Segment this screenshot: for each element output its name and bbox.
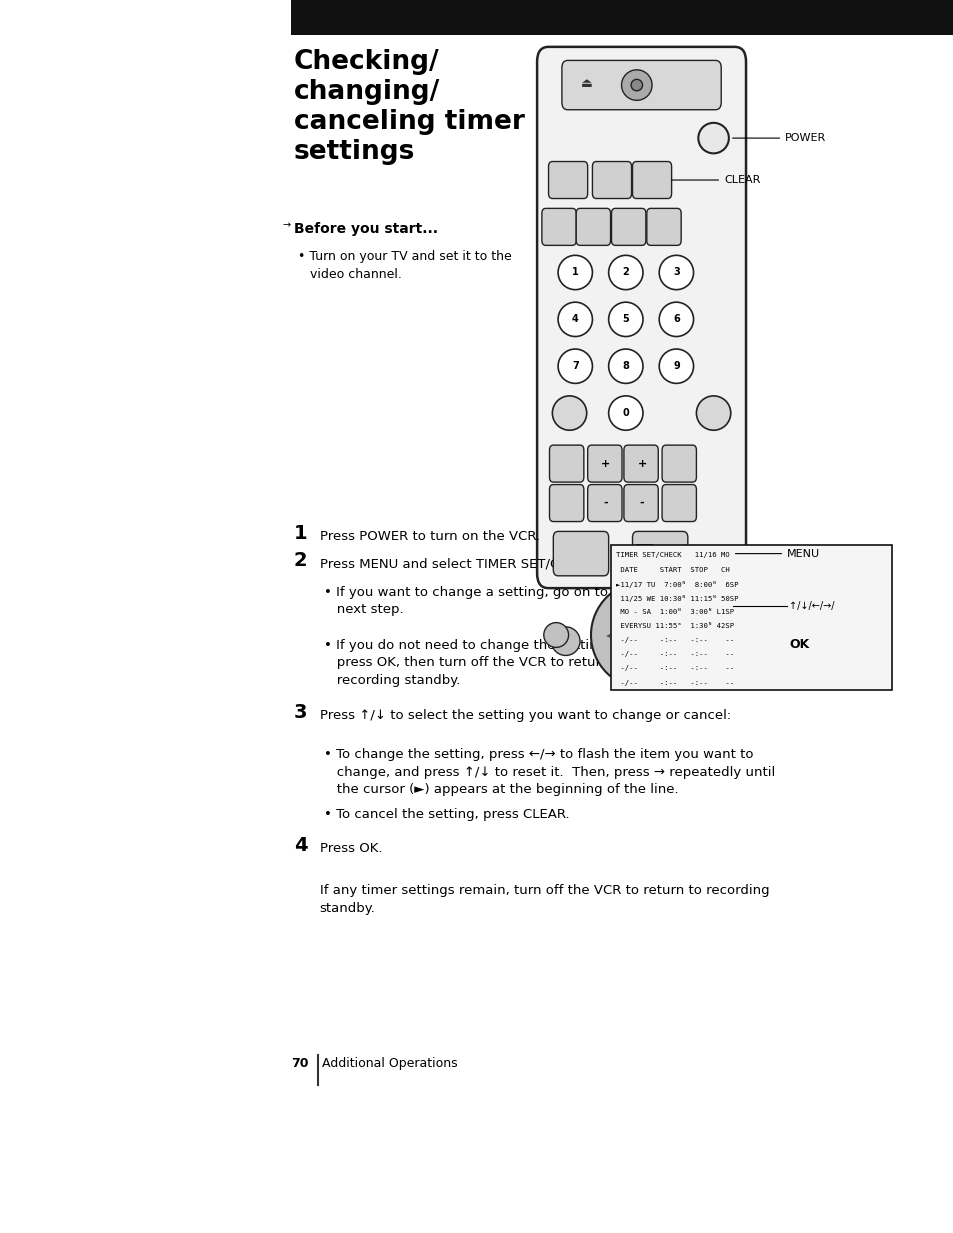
Ellipse shape — [558, 255, 592, 290]
Text: -/--     -:--   -:--    --: -/-- -:-- -:-- -- — [616, 679, 734, 686]
Text: 7: 7 — [571, 361, 578, 371]
FancyBboxPatch shape — [561, 60, 720, 110]
Text: II: II — [615, 588, 619, 597]
Text: +: + — [637, 459, 646, 469]
FancyBboxPatch shape — [587, 485, 621, 522]
Text: DATE     START  STOP   CH: DATE START STOP CH — [616, 566, 729, 572]
Text: Press OK.: Press OK. — [319, 842, 382, 856]
Text: Press MENU and select TIMER SET/CHECK:: Press MENU and select TIMER SET/CHECK: — [319, 557, 598, 571]
Bar — [635, 544, 652, 561]
Text: • If you do not need to change the settings,
   press OK, then turn off the VCR : • If you do not need to change the setti… — [324, 639, 626, 687]
Text: -/--     -:--   -:--    --: -/-- -:-- -:-- -- — [616, 637, 734, 644]
Text: Additional Operations: Additional Operations — [322, 1057, 457, 1070]
Text: POWER: POWER — [732, 133, 825, 143]
Text: 1: 1 — [571, 268, 578, 277]
Text: 0: 0 — [621, 408, 629, 418]
FancyBboxPatch shape — [646, 208, 680, 245]
Ellipse shape — [608, 255, 642, 290]
FancyBboxPatch shape — [549, 445, 583, 482]
Ellipse shape — [659, 349, 693, 383]
Ellipse shape — [590, 582, 697, 688]
Text: 2: 2 — [621, 268, 629, 277]
Text: 11/25 WE 10:30ᴺ 11:15ᴺ 50SP: 11/25 WE 10:30ᴺ 11:15ᴺ 50SP — [616, 594, 738, 602]
Text: -: - — [639, 498, 643, 508]
Ellipse shape — [608, 396, 642, 430]
FancyBboxPatch shape — [587, 445, 621, 482]
Ellipse shape — [714, 623, 739, 647]
Ellipse shape — [608, 349, 642, 383]
Text: Checking/
changing/
canceling timer
settings: Checking/ changing/ canceling timer sett… — [294, 49, 524, 165]
Text: EVERYSU 11:55ᵃ  1:30ᴺ 42SP: EVERYSU 11:55ᵃ 1:30ᴺ 42SP — [616, 623, 734, 629]
FancyBboxPatch shape — [549, 485, 583, 522]
FancyBboxPatch shape — [553, 531, 608, 576]
Text: • To cancel the setting, press CLEAR.: • To cancel the setting, press CLEAR. — [324, 808, 569, 821]
Ellipse shape — [659, 255, 693, 290]
Text: ⏏: ⏏ — [580, 76, 592, 90]
Text: ▶: ▶ — [642, 630, 651, 640]
Bar — [291, 0, 953, 35]
Text: 9: 9 — [672, 361, 679, 371]
Text: 6: 6 — [672, 314, 679, 324]
Text: ▾: ▾ — [641, 667, 646, 676]
Ellipse shape — [659, 302, 693, 337]
Ellipse shape — [608, 302, 642, 337]
Text: 1: 1 — [294, 524, 307, 543]
Text: 3: 3 — [672, 268, 679, 277]
Text: • If you want to change a setting, go on to the
   next step.: • If you want to change a setting, go on… — [324, 586, 634, 616]
FancyBboxPatch shape — [632, 162, 671, 199]
Text: MO - SA  1:00ᴺ  3:00ᴺ L1SP: MO - SA 1:00ᴺ 3:00ᴺ L1SP — [616, 609, 734, 615]
FancyBboxPatch shape — [661, 485, 696, 522]
Text: OK: OK — [788, 637, 808, 651]
Text: ►11/17 TU  7:00ᴺ  8:00ᴺ  6SP: ►11/17 TU 7:00ᴺ 8:00ᴺ 6SP — [616, 581, 738, 588]
Text: • Turn on your TV and set it to the
   video channel.: • Turn on your TV and set it to the vide… — [297, 250, 511, 281]
Text: TIMER SET/CHECK   11/16 MO: TIMER SET/CHECK 11/16 MO — [616, 552, 729, 559]
Ellipse shape — [552, 396, 586, 430]
Text: 5: 5 — [621, 314, 629, 324]
FancyBboxPatch shape — [576, 208, 610, 245]
Text: 4: 4 — [571, 314, 578, 324]
Text: 3: 3 — [294, 703, 307, 721]
Text: Press POWER to turn on the VCR.: Press POWER to turn on the VCR. — [319, 530, 539, 544]
Text: MENU: MENU — [735, 549, 820, 559]
Text: 2: 2 — [294, 551, 307, 570]
Text: ↑/↓/←/→/: ↑/↓/←/→/ — [788, 602, 834, 612]
Text: ▸: ▸ — [678, 630, 682, 640]
Ellipse shape — [631, 79, 642, 91]
FancyBboxPatch shape — [592, 162, 631, 199]
Text: 4: 4 — [294, 836, 307, 854]
Text: -/--     -:--   -:--    --: -/-- -:-- -:-- -- — [616, 666, 734, 672]
Text: CLEAR: CLEAR — [671, 175, 760, 185]
Text: If any timer settings remain, turn off the VCR to return to recording
standby.: If any timer settings remain, turn off t… — [319, 884, 768, 915]
FancyBboxPatch shape — [661, 445, 696, 482]
Ellipse shape — [696, 396, 730, 430]
Ellipse shape — [698, 123, 728, 153]
Text: ◂: ◂ — [605, 630, 610, 640]
Ellipse shape — [558, 349, 592, 383]
FancyBboxPatch shape — [611, 208, 645, 245]
Text: • To change the setting, press ←/→ to flash the item you want to
   change, and : • To change the setting, press ←/→ to fl… — [324, 748, 775, 797]
Text: -/--     -:--   -:--    --: -/-- -:-- -:-- -- — [616, 651, 734, 657]
Ellipse shape — [543, 623, 568, 647]
FancyBboxPatch shape — [537, 47, 745, 588]
Bar — [610, 545, 891, 690]
Ellipse shape — [551, 626, 579, 656]
Text: Before you start...: Before you start... — [294, 222, 437, 236]
Text: →: → — [282, 221, 291, 231]
Text: 70: 70 — [291, 1057, 308, 1070]
Text: -: - — [603, 498, 607, 508]
FancyBboxPatch shape — [548, 162, 587, 199]
FancyBboxPatch shape — [623, 485, 658, 522]
FancyBboxPatch shape — [632, 531, 687, 576]
FancyBboxPatch shape — [541, 208, 576, 245]
Ellipse shape — [621, 70, 652, 100]
Text: ▴: ▴ — [641, 594, 646, 603]
Ellipse shape — [558, 302, 592, 337]
FancyBboxPatch shape — [623, 445, 658, 482]
Ellipse shape — [623, 614, 664, 656]
Text: +: + — [600, 459, 610, 469]
Text: 8: 8 — [621, 361, 629, 371]
Text: Press ↑/↓ to select the setting you want to change or cancel:: Press ↑/↓ to select the setting you want… — [319, 709, 730, 723]
